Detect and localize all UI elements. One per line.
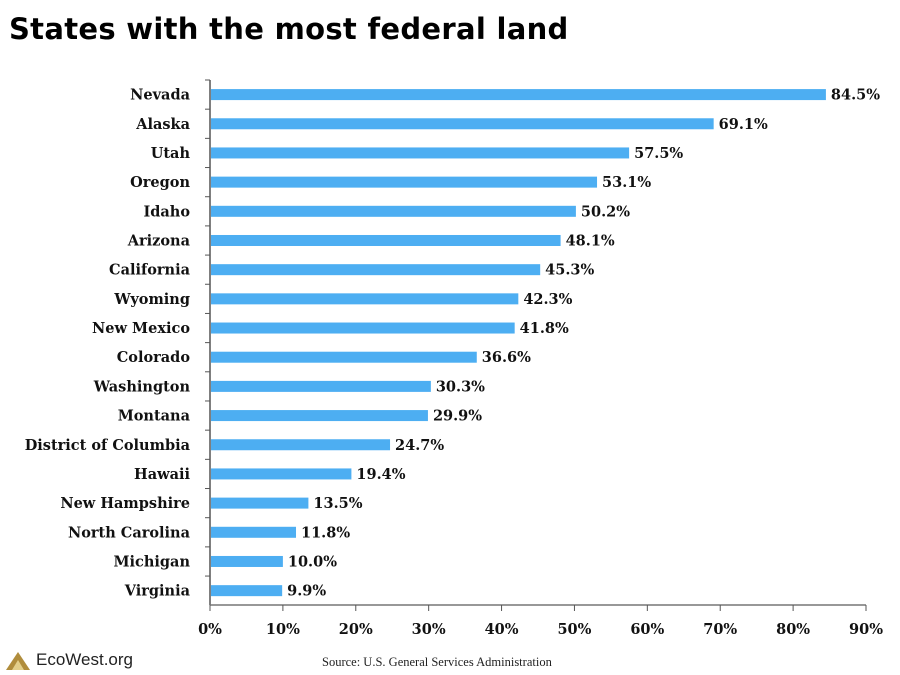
x-tick-label: 20% [339,621,373,638]
bar-oregon [211,176,598,188]
category-label: Utah [151,145,191,162]
bar-utah [211,147,630,159]
x-tick-label: 40% [485,621,519,638]
bar-montana [211,410,428,422]
x-tick-label: 50% [557,621,591,638]
value-label: 48.1% [566,232,615,249]
category-label: California [109,262,191,279]
x-tick-label: 10% [266,621,300,638]
value-label: 9.9% [287,583,326,600]
value-label: 13.5% [313,495,362,512]
category-label: North Carolina [68,524,191,541]
value-label: 45.3% [545,262,594,279]
category-label: Colorado [117,349,191,366]
ecowest-logo: EcoWest.org [6,650,133,670]
bar-michigan [211,555,283,567]
x-tick-label: 60% [630,621,664,638]
bar-arizona [211,234,561,246]
category-label: Washington [93,378,191,395]
value-label: 30.3% [436,378,485,395]
bar-washington [211,380,431,392]
bar-idaho [211,205,576,217]
x-tick-label: 30% [412,621,446,638]
value-label: 36.6% [482,349,531,366]
category-label: Virginia [124,583,191,600]
bar-nevada [211,89,826,101]
logo-text: EcoWest.org [36,650,134,669]
x-tick-label: 90% [849,621,883,638]
x-tick-label: 0% [198,621,222,638]
bar-california [211,264,541,276]
chart-title: States with the most federal land [9,12,569,46]
category-label: Michigan [113,553,190,570]
bar-colorado [211,351,477,363]
value-label: 41.8% [520,320,569,337]
value-label: 10.0% [288,553,337,570]
value-label: 24.7% [395,437,444,454]
value-label: 29.9% [433,408,482,425]
bar-new-hampshire [211,497,309,509]
x-tick-label: 70% [703,621,737,638]
value-label: 11.8% [301,524,350,541]
category-label: Alaska [135,116,190,133]
category-label: Montana [118,408,191,425]
value-label: 42.3% [523,291,572,308]
value-label: 57.5% [634,145,683,162]
bar-hawaii [211,468,352,480]
bar-alaska [211,118,714,130]
mountain-logo-icon [6,652,30,670]
category-label: Oregon [130,174,190,191]
category-label: Nevada [130,87,190,104]
value-label: 84.5% [831,87,880,104]
x-tick-label: 80% [776,621,810,638]
category-label: New Mexico [92,320,190,337]
category-label: Wyoming [113,291,190,308]
value-label: 53.1% [602,174,651,191]
bar-north-carolina [211,526,297,538]
category-label: New Hampshire [60,495,190,512]
bar-wyoming [211,293,519,305]
value-label: 50.2% [581,203,630,220]
bar-new-mexico [211,322,515,334]
category-label: Arizona [127,232,191,249]
value-label: 19.4% [356,466,405,483]
value-label: 69.1% [719,116,768,133]
bar-virginia [211,585,283,597]
source-note: Source: U.S. General Services Administra… [322,655,552,669]
category-label: District of Columbia [25,437,191,454]
bar-district-of-columbia [211,439,391,451]
category-label: Hawaii [134,466,190,483]
category-label: Idaho [143,203,190,220]
